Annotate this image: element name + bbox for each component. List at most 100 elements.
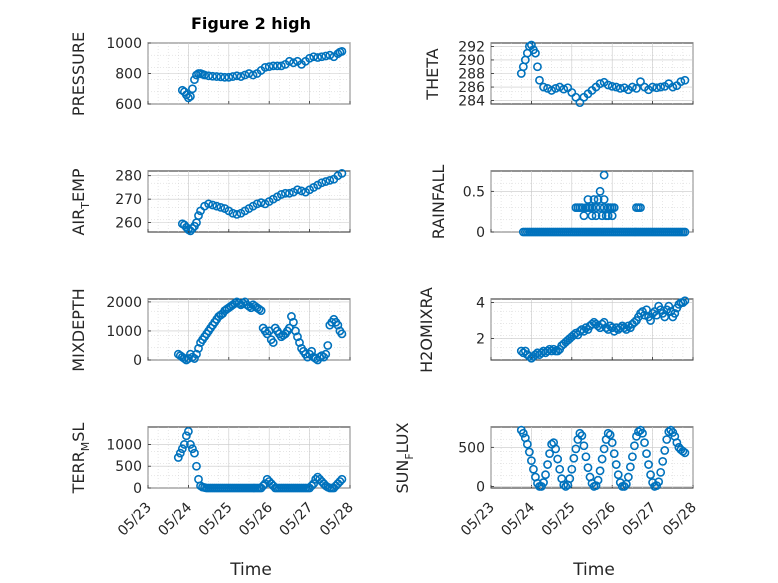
data-point — [672, 438, 682, 448]
data-point — [603, 203, 613, 212]
data-point — [603, 428, 613, 438]
x-tick-label: 05/24 — [155, 499, 195, 539]
data-point — [190, 75, 199, 84]
x-tick-label: 05/26 — [579, 499, 619, 539]
data-point — [680, 296, 690, 306]
data-point — [190, 354, 199, 363]
data-point — [595, 79, 605, 89]
data-point — [615, 84, 625, 93]
y-tick-label: 600 — [115, 97, 142, 113]
y-tick-label: 288 — [458, 67, 485, 83]
data-point — [656, 467, 666, 477]
data-point — [183, 426, 193, 436]
data-point — [589, 195, 599, 204]
data-point — [280, 188, 290, 198]
data-point — [264, 62, 274, 72]
data-point — [212, 201, 222, 211]
data-point — [309, 479, 319, 489]
y-axis-label: AIRTEMP — [69, 168, 92, 235]
data-point — [601, 323, 611, 333]
data-point — [186, 91, 195, 101]
data-point — [337, 329, 347, 339]
data-point — [619, 482, 629, 491]
data-point — [619, 323, 629, 333]
data-point — [579, 211, 589, 221]
data-point — [603, 80, 613, 90]
data-point — [658, 457, 668, 466]
data-point — [581, 452, 591, 462]
data-point — [634, 427, 643, 437]
plot-panel: 0 500 1000 05/23 05/24 05/25 05/26 05/27 05/28 — [106, 426, 357, 540]
data-point — [321, 51, 331, 61]
data-point — [309, 52, 319, 62]
y-tick-label: 500 — [458, 440, 485, 456]
data-point — [234, 298, 244, 308]
data-point — [317, 351, 327, 361]
data-point — [593, 475, 603, 485]
data-point — [636, 203, 645, 212]
data-point — [607, 81, 617, 91]
data-point — [571, 92, 581, 102]
y-tick-label: 500 — [115, 459, 142, 475]
data-point — [254, 304, 264, 314]
data-point — [232, 210, 242, 219]
data-point — [186, 440, 195, 449]
data-point — [252, 199, 262, 209]
figure-title: Figure 2 high — [191, 14, 311, 33]
data-point — [258, 481, 268, 491]
x-axis-label: Time — [229, 560, 272, 580]
data-point — [208, 71, 218, 81]
data-point — [325, 50, 335, 60]
data-point — [208, 200, 218, 210]
data-point — [228, 208, 238, 218]
data-point — [605, 430, 615, 440]
data-point — [543, 460, 552, 469]
data-point — [188, 444, 197, 454]
y-tick-label: 270 — [115, 192, 142, 208]
data-point — [664, 427, 674, 437]
data-point — [644, 460, 653, 469]
data-point — [317, 52, 327, 62]
data-point — [228, 72, 238, 81]
x-tick-label: 05/25 — [539, 500, 579, 540]
data-point — [240, 70, 250, 80]
data-point — [603, 211, 613, 221]
data-point — [613, 470, 623, 480]
data-point — [678, 298, 688, 307]
data-point — [337, 46, 347, 56]
plot-panel: 600 800 1000 — [106, 36, 351, 113]
data-point — [549, 344, 559, 354]
data-point — [190, 448, 199, 458]
data-point — [276, 61, 286, 71]
data-point — [524, 447, 534, 457]
data-point — [335, 477, 345, 486]
data-point — [553, 454, 563, 464]
data-point — [640, 310, 649, 320]
data-point — [656, 82, 666, 92]
data-point — [192, 461, 201, 471]
data-point — [591, 481, 601, 491]
data-point — [632, 84, 641, 93]
data-point — [680, 227, 690, 237]
data-point — [535, 75, 544, 85]
data-point — [551, 444, 561, 454]
y-tick-label: 4 — [476, 296, 485, 312]
data-point — [183, 93, 193, 103]
data-point — [545, 449, 554, 458]
y-tick-label: 284 — [458, 94, 485, 110]
y-axis-label: SUNFLUX — [393, 422, 416, 493]
data-point — [522, 439, 532, 449]
x-tick-label: 05/27 — [277, 500, 317, 540]
data-point — [248, 70, 258, 80]
data-point — [599, 195, 609, 204]
y-tick-label: 260 — [115, 216, 142, 232]
data-point — [628, 82, 637, 92]
x-tick-label: 05/28 — [317, 500, 357, 540]
data-point — [272, 61, 282, 71]
data-point — [236, 72, 246, 81]
data-point — [680, 75, 690, 85]
y-tick-label: 1000 — [106, 36, 142, 52]
data-point — [321, 177, 331, 186]
data-point — [268, 338, 278, 347]
